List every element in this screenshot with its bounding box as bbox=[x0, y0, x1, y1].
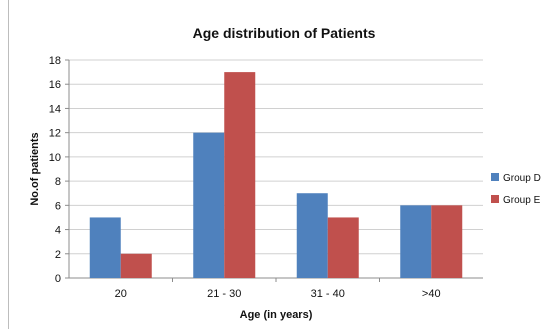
legend-swatch-group-e bbox=[491, 195, 499, 203]
chart-title: Age distribution of Patients bbox=[193, 25, 376, 41]
y-tick-label: 6 bbox=[55, 200, 61, 212]
x-tick-label: 31 - 40 bbox=[311, 288, 345, 300]
bar-group-e-3 bbox=[431, 205, 463, 278]
x-tick-label: 20 bbox=[115, 288, 127, 300]
bar-group-e-1 bbox=[224, 72, 256, 278]
y-tick-label: 10 bbox=[49, 152, 61, 164]
y-axis-label: No.of patients bbox=[29, 132, 41, 205]
y-tick-label: 0 bbox=[55, 273, 61, 285]
y-tick-label: 14 bbox=[49, 103, 61, 115]
chart-frame: Age distribution of Patients 0 2 4 6 8 10 12 14… bbox=[8, 0, 557, 329]
y-tick-label: 2 bbox=[55, 249, 61, 261]
bar-chart: Age distribution of Patients 0 2 4 6 8 10 12 14… bbox=[29, 25, 541, 321]
y-tick-label: 4 bbox=[55, 225, 61, 237]
y-tick-label: 16 bbox=[49, 79, 61, 91]
y-ticks: 0 2 4 6 8 10 12 14 16 18 bbox=[49, 55, 69, 285]
bars bbox=[89, 72, 463, 278]
bar-group-e-0 bbox=[120, 253, 152, 278]
x-tick-label: >40 bbox=[422, 288, 441, 300]
y-tick-label: 12 bbox=[49, 128, 61, 140]
bar-group-e-2 bbox=[327, 217, 359, 278]
bar-group-d-3 bbox=[400, 205, 432, 278]
legend-swatch-group-d bbox=[491, 173, 499, 181]
legend-label-group-e: Group E bbox=[503, 195, 541, 206]
y-tick-label: 8 bbox=[55, 176, 61, 188]
y-tick-label: 18 bbox=[49, 55, 61, 67]
bar-group-d-1 bbox=[193, 132, 225, 278]
x-tick-label: 21 - 30 bbox=[207, 288, 241, 300]
legend-label-group-d: Group D bbox=[503, 173, 541, 184]
y-grid bbox=[69, 59, 483, 255]
x-axis-label: Age (in years) bbox=[240, 309, 313, 321]
bar-group-d-0 bbox=[89, 217, 121, 278]
bar-group-d-2 bbox=[296, 193, 328, 278]
x-ticks: 20 21 - 30 31 - 40 >40 bbox=[115, 278, 441, 300]
legend: Group D Group E bbox=[491, 173, 541, 206]
